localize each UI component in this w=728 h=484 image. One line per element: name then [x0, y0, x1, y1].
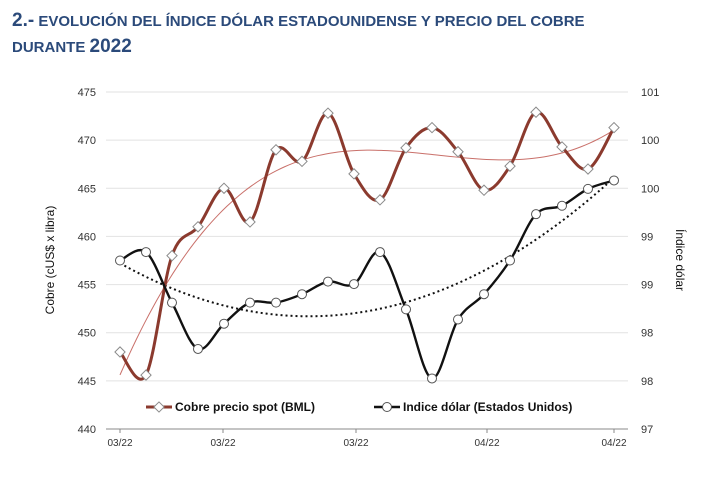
cobre-point [348, 168, 360, 180]
trendline-1 [119, 177, 615, 318]
dolar-point [141, 247, 151, 258]
y-left-tick-label: 455 [78, 280, 96, 292]
legend: Cobre precio spot (BML) Indice dólar (Est… [146, 400, 572, 414]
cobre-point [270, 143, 282, 156]
dolar-point [193, 343, 203, 354]
cobre-point [426, 121, 438, 134]
y-right-tick-label: 99 [641, 231, 653, 243]
cobre-point [556, 141, 568, 153]
dolar-point [349, 279, 359, 290]
dolar-point [245, 297, 255, 308]
cobre-point [244, 216, 256, 228]
x-tick-label: 03/22 [210, 438, 235, 449]
cobre-point [530, 106, 542, 119]
y-right-axis-label: Índice dólar [673, 229, 688, 291]
series-lines [118, 110, 616, 381]
cobre-point [608, 121, 620, 134]
legend-marker-dolar [382, 402, 392, 412]
y-left-axis-label: Cobre (cUS$ x libra) [43, 206, 57, 315]
cobre-point [322, 107, 334, 119]
series-markers [114, 106, 620, 384]
cobre-point [166, 249, 178, 262]
dolar-point [531, 209, 541, 220]
dolar-point [401, 304, 411, 315]
dolar-point [505, 255, 515, 266]
y-right-tick-labels: 101 100 100 99 99 98 98 97 [641, 87, 659, 436]
y-right-tick-label: 100 [641, 183, 659, 195]
legend-marker-cobre [153, 401, 165, 413]
dolar-point [271, 297, 281, 308]
y-left-tick-label: 450 [78, 328, 96, 340]
legend-label-1: Indice dólar (Estados Unidos) [403, 400, 572, 414]
title-text: Evolución del índice dólar estadounidens… [38, 13, 585, 30]
x-tick-label: 03/22 [343, 438, 368, 449]
dolar-point [583, 183, 593, 194]
y-left-tick-labels: 475 470 465 460 455 450 445 440 [78, 87, 96, 436]
x-tick-label: 04/22 [601, 438, 626, 449]
gridlines [106, 91, 628, 430]
series-line-0 [118, 110, 616, 381]
dolar-point [609, 175, 619, 186]
cobre-point [452, 145, 464, 158]
dolar-point [297, 289, 307, 300]
trendline-0 [119, 129, 615, 376]
y-left-tick-label: 445 [78, 376, 96, 388]
y-right-tick-label: 98 [641, 376, 653, 388]
dolar-point [167, 297, 177, 308]
y-right-tick-label: 97 [641, 424, 653, 436]
cobre-point [478, 184, 490, 197]
cobre-point [140, 369, 152, 381]
y-right-tick-label: 100 [641, 135, 659, 147]
cobre-point [400, 142, 412, 154]
y-left-tick-label: 440 [78, 424, 96, 436]
x-tick-label: 04/22 [474, 438, 499, 449]
x-axis: 03/22 03/22 03/22 04/22 04/22 [106, 428, 628, 449]
cobre-point [114, 346, 126, 358]
y-right-tick-label: 98 [641, 328, 653, 340]
dolar-point [427, 373, 437, 384]
title-line-1: 2.- Evolución del índice dólar estadouni… [12, 10, 585, 31]
cobre-point [192, 221, 204, 233]
trendlines [119, 129, 615, 376]
dolar-point [453, 314, 463, 325]
cobre-point [374, 194, 386, 206]
dolar-point [557, 200, 567, 211]
y-left-tick-label: 475 [78, 87, 96, 99]
cobre-point [504, 160, 516, 172]
y-right-tick-label: 101 [641, 87, 659, 99]
legend-label-0: Cobre precio spot (BML) [175, 400, 315, 414]
x-tick-label: 03/22 [107, 438, 132, 449]
title-line-2: durante 2022 [12, 36, 132, 57]
cobre-point [218, 182, 230, 195]
cobre-point [296, 155, 308, 168]
y-left-tick-label: 460 [78, 231, 96, 243]
cobre-point [582, 163, 594, 175]
y-left-tick-label: 470 [78, 135, 96, 147]
y-left-tick-label: 465 [78, 183, 96, 195]
dolar-point [115, 255, 125, 266]
y-right-tick-label: 99 [641, 280, 653, 292]
chart-title: 2.- Evolución del índice dólar estadouni… [12, 8, 722, 60]
dolar-point [375, 247, 385, 258]
dolar-point [479, 289, 489, 300]
dolar-point [323, 276, 333, 287]
dolar-point [219, 318, 229, 329]
